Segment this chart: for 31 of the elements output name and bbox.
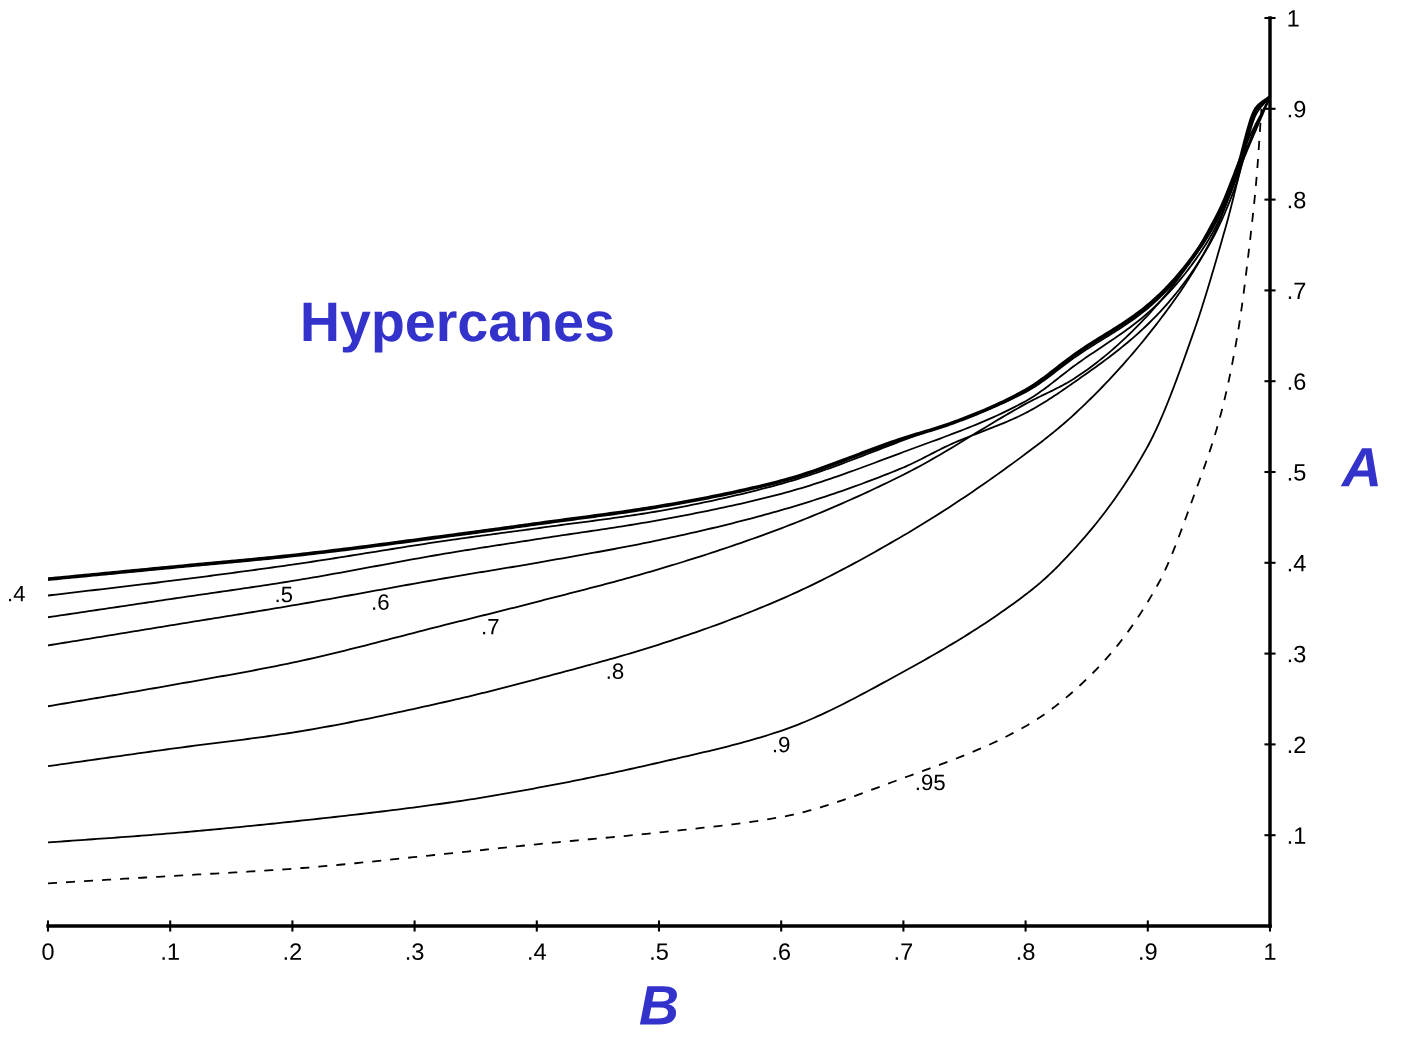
x-tick-label: .3 — [406, 943, 424, 961]
x-tick-label: .4 — [529, 943, 546, 960]
y-tick-label: .2 — [1288, 736, 1306, 753]
series-label: .8 — [607, 663, 624, 680]
series-label: .7 — [483, 618, 499, 635]
x-tick-label: 0 — [42, 943, 54, 961]
series-label: .6 — [373, 594, 389, 611]
y-tick-label: .3 — [1288, 645, 1306, 663]
text: Hypercanes — [303, 302, 613, 353]
x-tick-label: .1 — [162, 943, 179, 960]
series-label: .5 — [276, 586, 293, 603]
y-tick-label: .1 — [1288, 827, 1306, 844]
x-tick-label: .6 — [773, 943, 791, 961]
y-tick-label: 1 — [1288, 10, 1299, 27]
y-tick-label: .7 — [1288, 282, 1306, 299]
y-tick-label: .4 — [1288, 555, 1306, 572]
x-tick-label: .8 — [1017, 943, 1035, 961]
y-tick-label: .8 — [1288, 191, 1306, 209]
x-tick-label: .9 — [1140, 943, 1157, 961]
x-axis-title: B — [639, 986, 677, 1025]
x-tick-label: 1 — [1265, 943, 1276, 960]
y-tick-label: .9 — [1288, 100, 1306, 118]
y-axis-title: A — [1340, 448, 1378, 487]
series-label: .9 — [773, 736, 790, 753]
y-tick-label: .5 — [1288, 464, 1306, 481]
x-tick-label: .2 — [284, 943, 302, 960]
x-tick-label: .5 — [651, 943, 668, 961]
series-label: .95 — [916, 774, 945, 791]
x-tick-label: .7 — [895, 943, 913, 960]
series-label: .4 — [8, 585, 25, 602]
y-tick-label: .6 — [1288, 373, 1306, 390]
